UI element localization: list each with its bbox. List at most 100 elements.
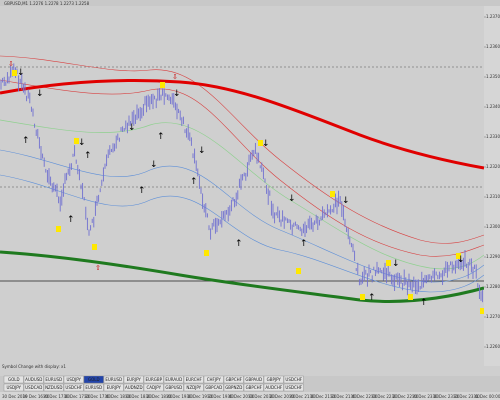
row2-tab-button[interactable] — [203, 383, 224, 392]
row1-tab-label: EURAUD — [165, 377, 182, 382]
row1-tab-button[interactable] — [83, 375, 104, 384]
price-axis-labels: 1.2370 1.2360 1.2350 1.2340 1.2330 1.2320 1.23… — [484, 14, 500, 349]
row1-tab-button[interactable] — [143, 375, 164, 384]
arrow-up-icon: ↑ — [420, 298, 428, 308]
row1-tab-button[interactable] — [3, 375, 24, 384]
signal-marker[interactable] — [92, 244, 97, 250]
arrow-down-icon: ↓ — [17, 68, 25, 78]
row1-tab-label: CHFJPY — [207, 377, 222, 382]
row1-tab-button[interactable] — [283, 375, 304, 384]
row2-tab-button[interactable] — [243, 383, 264, 392]
row2-tab-button[interactable] — [103, 383, 124, 392]
indicator-label: Symbol Change with display: x1 — [2, 364, 66, 369]
signal-marker[interactable] — [56, 226, 61, 232]
signal-marker[interactable] — [386, 260, 391, 266]
signal-marker[interactable] — [74, 138, 79, 144]
row2-tab-button[interactable] — [43, 383, 64, 392]
row2-tab-button[interactable] — [83, 383, 104, 392]
row1-tab-button[interactable] — [163, 375, 184, 384]
time-label: 30 Dec 18:00 — [105, 394, 132, 399]
row2-tab-button[interactable] — [183, 383, 204, 392]
row1-tab-button[interactable] — [123, 375, 144, 384]
row1-tab-button[interactable] — [183, 375, 204, 384]
indicator-bar — [0, 366, 500, 376]
signal-marker[interactable] — [12, 70, 17, 76]
envelope-blue-lower — [0, 174, 485, 293]
row1-tab-button[interactable] — [23, 375, 44, 384]
arrow-up-icon: ↑ — [190, 177, 198, 187]
row1-tab-label: EURCHF — [186, 377, 203, 382]
row2-tab-label: EURUSD — [85, 385, 102, 390]
symbol-info-text: GBPUSD,M1 1.2276 1.2278 1.2273 1.2258 — [4, 1, 90, 6]
row1-tab-button[interactable] — [203, 375, 224, 384]
arrow-up-icon: ↑ — [84, 151, 92, 161]
row2-tab-button[interactable] — [143, 383, 164, 392]
row1-tab-label: GBPAUD — [245, 377, 262, 382]
price-label: 1.2300 — [486, 224, 500, 229]
signal-marker[interactable] — [330, 191, 335, 197]
time-label: 30 Dec 20:00 — [228, 394, 255, 399]
signal-marker[interactable] — [360, 294, 365, 300]
row1-tab-button[interactable] — [263, 375, 284, 384]
price-label: 1.2370 — [486, 14, 500, 19]
price-label: 1.2290 — [486, 254, 500, 259]
row1-tab-label: EURUSD — [45, 377, 62, 382]
time-label: 30 Dec 21:00 — [289, 394, 316, 399]
row1-tab-label: EURUSD — [105, 377, 122, 382]
row2-tab-button[interactable] — [3, 383, 24, 392]
row2-tab-button[interactable] — [23, 383, 44, 392]
signal-marker[interactable] — [296, 268, 301, 274]
envelope-red-upper — [0, 55, 485, 244]
row2-tab-label: GBPNZD — [225, 385, 242, 390]
row2-tab-label: GBPCHF — [246, 385, 263, 390]
row1-tab-label: AUDUSD — [25, 377, 42, 382]
row2-tab-button[interactable] — [263, 383, 284, 392]
row2-tab-button[interactable] — [123, 383, 144, 392]
time-label: 31 Dec 00:00 — [474, 394, 500, 399]
arrow-down-icon: ↓ — [392, 259, 400, 269]
time-label: 30 Dec 19:40 — [207, 394, 234, 399]
row2-tab-button[interactable] — [63, 383, 84, 392]
arrow-down-icon: ↓ — [150, 160, 158, 170]
row2-tab-button[interactable] — [163, 383, 184, 392]
price-label: 1.2350 — [486, 74, 500, 79]
time-label: 30 Dec 19:20 — [187, 394, 214, 399]
row2-tab-button[interactable] — [283, 383, 304, 392]
price-label: 1.2320 — [486, 164, 500, 169]
time-label: 30 Dec 2019 — [2, 394, 28, 399]
signal-marker[interactable] — [258, 140, 263, 146]
time-label: 30 Dec 20:20 — [248, 394, 275, 399]
row1-tab-button[interactable] — [223, 375, 244, 384]
arrow-down-icon: ↓ — [262, 139, 270, 149]
time-axis[interactable] — [0, 392, 500, 400]
price-label: 1.2310 — [486, 194, 500, 199]
signal-marker[interactable] — [480, 308, 485, 314]
price-label: 1.2340 — [486, 104, 500, 109]
row1-tab-button[interactable] — [103, 375, 124, 384]
price-axis[interactable] — [484, 6, 500, 366]
candles — [0, 63, 484, 303]
time-label: 30 Dec 20:40 — [269, 394, 296, 399]
symbol-tabs-row-1: GOLD AUDUSD EURUSD USDJPY GOLD EURUSD EURJPY EU… — [3, 375, 304, 384]
time-label: 30 Dec 21:40 — [330, 394, 357, 399]
signal-marker[interactable] — [204, 250, 209, 256]
signal-marker[interactable] — [408, 294, 413, 300]
row2-tab-label: AUDNZD — [125, 385, 143, 390]
arrow-up-icon: ⇧ — [95, 264, 101, 272]
row2-tab-label: USDCAD — [25, 385, 42, 390]
row1-tab-button[interactable] — [43, 375, 64, 384]
arrow-down-icon: ↓ — [198, 146, 206, 156]
row1-tab-button[interactable] — [63, 375, 84, 384]
signal-marker[interactable] — [160, 82, 165, 88]
arrow-down-icon: ↓ — [288, 194, 296, 204]
time-label: 30 Dec 19:00 — [166, 394, 193, 399]
arrow-up-icon: ↑ — [22, 136, 30, 146]
arrow-down-icon: ↓ — [173, 89, 181, 99]
row2-tab-button[interactable] — [223, 383, 244, 392]
row1-tab-button[interactable] — [243, 375, 264, 384]
signal-arrows: ↓ ↓ ↓ ↑ ↑ ↑ ↓ ↑ ↓ ↓ ↑ ↑ ↓ ↑ ↓ ↓ ↑ ↓ ↑ ↓ … — [8, 60, 465, 308]
signal-markers — [12, 70, 485, 314]
row1-tab-label: USDCHF — [285, 377, 302, 382]
signal-marker[interactable] — [456, 253, 461, 259]
